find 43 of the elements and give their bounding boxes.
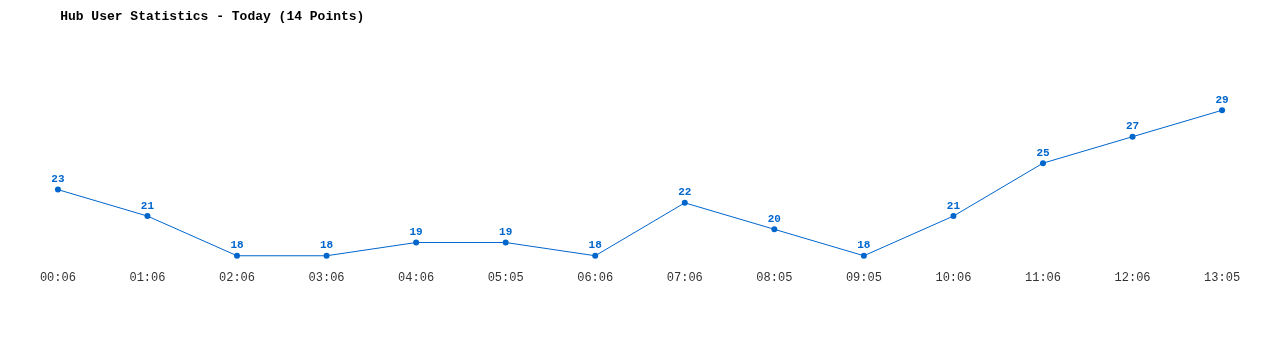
point: [413, 239, 420, 246]
point: [502, 239, 509, 246]
x-tick-label: 13:05: [1204, 271, 1241, 285]
data-label: 19: [409, 226, 423, 239]
data-label: 25: [1036, 146, 1050, 159]
point: [54, 186, 61, 193]
point: [323, 252, 330, 259]
data-label: 19: [499, 226, 513, 239]
point: [950, 213, 957, 220]
data-label: 21: [946, 199, 961, 212]
data-label: 18: [857, 239, 871, 252]
x-tick-label: 06:06: [577, 271, 614, 285]
point: [771, 226, 778, 233]
point: [681, 199, 688, 206]
data-label: 20: [767, 212, 781, 225]
x-tick-label: 01:06: [129, 271, 166, 285]
data-label: 18: [230, 239, 245, 252]
point: [592, 252, 599, 259]
x-tick-label: 04:06: [398, 271, 435, 285]
point: [144, 213, 151, 220]
data-label: 22: [678, 186, 692, 199]
x-tick-label: 03:06: [308, 271, 345, 285]
x-tick-label: 02:06: [219, 271, 256, 285]
point: [1039, 160, 1046, 167]
data-label: 18: [319, 239, 334, 252]
data-label: 21: [140, 199, 155, 212]
chart-title: Hub User Statistics - Today (14 Points): [60, 8, 365, 24]
x-tick-label: 09:05: [845, 271, 882, 285]
point: [1219, 107, 1226, 114]
point: [860, 252, 867, 259]
x-tick-label: 08:05: [756, 271, 793, 285]
x-tick-label: 00:06: [39, 271, 76, 285]
x-tick-label: 10:06: [935, 271, 972, 285]
x-tick-label: 11:06: [1024, 271, 1061, 285]
point: [1129, 133, 1136, 140]
data-label: 18: [588, 239, 603, 252]
point: [234, 252, 241, 259]
x-tick-label: 12:06: [1114, 271, 1151, 285]
x-tick-label: 07:06: [666, 271, 703, 285]
x-tick-label: 05:05: [487, 271, 524, 285]
data-label: 27: [1125, 120, 1140, 133]
data-label: 23: [51, 173, 65, 186]
data-label: 29: [1215, 93, 1229, 106]
